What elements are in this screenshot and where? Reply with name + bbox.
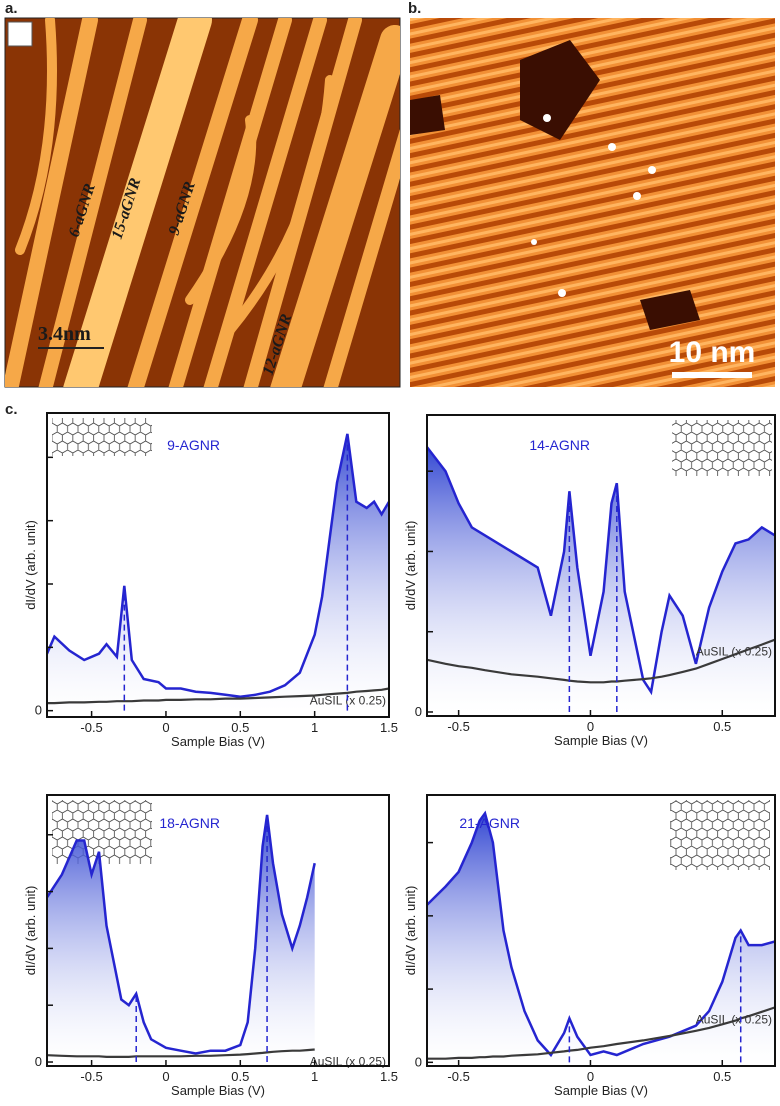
line xyxy=(47,433,389,698)
frame xyxy=(426,794,776,1067)
stm-image-b xyxy=(410,18,775,387)
structure-inset xyxy=(672,420,772,476)
y-axis-label: dI/dV (arb. unit) xyxy=(403,521,418,611)
x-axis-label: Sample Bias (V) xyxy=(171,1083,265,1098)
area xyxy=(427,447,775,712)
x-tick-label: 0.5 xyxy=(231,1069,249,1084)
stm-image-a xyxy=(4,17,401,388)
panel-label: a. xyxy=(5,0,18,17)
y-axis-label: dI/dV (arb. unit) xyxy=(23,520,38,610)
x-tick-label: -0.5 xyxy=(80,720,102,735)
plot-area xyxy=(47,814,316,1063)
series-label: AuSIL (x 0.25) xyxy=(696,1012,772,1026)
line xyxy=(427,1006,775,1060)
line xyxy=(47,814,316,1055)
area xyxy=(47,433,389,711)
plot-area xyxy=(427,446,775,712)
chart-title: 9-AGNR xyxy=(167,437,220,453)
line xyxy=(427,810,775,1058)
x-tick-label: 0 xyxy=(162,1069,169,1084)
y-tick-label: 0 xyxy=(415,704,422,719)
line xyxy=(47,1048,315,1058)
chart-title: 21-AGNR xyxy=(459,815,520,831)
frame xyxy=(426,414,776,717)
x-tick-label: 0 xyxy=(162,720,169,735)
x-tick-label: 1 xyxy=(311,1069,318,1084)
x-tick-label: -0.5 xyxy=(80,1069,102,1084)
x-tick-label: 0.5 xyxy=(231,720,249,735)
chart-title: 18-AGNR xyxy=(159,815,220,831)
series-label: AuSIL (x 0.25) xyxy=(696,645,772,659)
panel-label: c. xyxy=(5,401,18,418)
line xyxy=(427,446,775,696)
x-tick-label: 0.5 xyxy=(713,1069,731,1084)
x-tick-label: -0.5 xyxy=(447,1069,469,1084)
x-tick-label: 0.5 xyxy=(713,719,731,734)
area xyxy=(427,813,775,1063)
y-tick-label: 0 xyxy=(35,703,42,718)
x-axis-label: Sample Bias (V) xyxy=(554,1083,648,1098)
x-tick-label: 1.5 xyxy=(380,720,398,735)
y-axis-label: dI/dV (arb. unit) xyxy=(403,886,418,976)
line xyxy=(427,638,775,684)
frame xyxy=(46,412,390,718)
y-tick-label: 0 xyxy=(35,1054,42,1069)
scale-bar-label: 10 nm xyxy=(669,336,756,369)
structure-inset xyxy=(52,418,152,456)
area xyxy=(47,814,315,1063)
plot-area xyxy=(47,433,389,711)
y-axis-label: dI/dV (arb. unit) xyxy=(23,886,38,976)
x-axis-label: Sample Bias (V) xyxy=(171,734,265,749)
structure-inset xyxy=(52,800,152,864)
line xyxy=(47,687,389,705)
x-tick-label: 0 xyxy=(587,1069,594,1084)
x-tick-label: 0 xyxy=(587,719,594,734)
x-tick-label: 1 xyxy=(311,720,318,735)
plot-area xyxy=(427,810,775,1063)
chart-title: 14-AGNR xyxy=(529,437,590,453)
frame xyxy=(46,794,390,1067)
y-tick-label: 0 xyxy=(415,1054,422,1069)
structure-inset xyxy=(670,800,770,870)
x-tick-label: 1.5 xyxy=(380,1069,398,1084)
scale-bar-label: 3.4nm xyxy=(38,323,91,345)
panel-label: b. xyxy=(408,0,421,17)
x-axis-label: Sample Bias (V) xyxy=(554,733,648,748)
x-tick-label: -0.5 xyxy=(447,719,469,734)
